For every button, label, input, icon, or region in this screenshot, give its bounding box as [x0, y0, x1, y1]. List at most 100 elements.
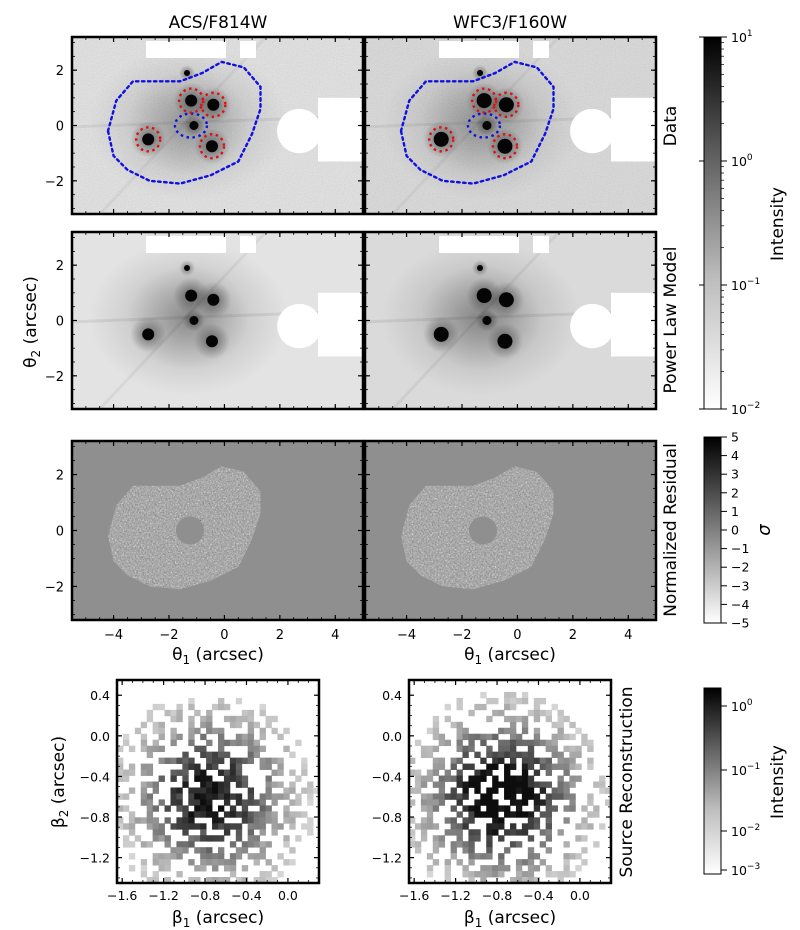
source-pixel: [486, 697, 493, 705]
source-pixel: [462, 847, 469, 854]
source-pixel: [295, 739, 302, 747]
x-tick-label: −0.4: [231, 888, 261, 903]
source-pixel: [504, 763, 511, 770]
source-pixel: [527, 709, 535, 717]
y-tick-label: 0: [56, 120, 64, 135]
source-pixel: [521, 721, 529, 729]
source-pixel: [510, 841, 517, 848]
source-pixel: [474, 811, 481, 818]
source-pixel: [432, 805, 440, 812]
source-pixel: [563, 871, 570, 878]
source-pixel: [426, 853, 434, 860]
source-pixel: [486, 787, 493, 794]
lensed-image-core: [142, 328, 155, 341]
lensed-image-core: [207, 293, 220, 306]
source-pixel: [122, 775, 130, 782]
source-pixel: [265, 859, 272, 866]
source-pixel: [474, 751, 481, 759]
source-pixel: [515, 865, 523, 872]
source-pixel: [194, 799, 201, 806]
source-pixel: [241, 781, 249, 788]
source-pixel: [563, 781, 570, 788]
source-pixel: [480, 775, 487, 782]
source-pixel: [593, 841, 600, 848]
source-pixel: [146, 715, 154, 723]
source-pixel: [212, 817, 219, 824]
source-pixel: [527, 811, 535, 818]
source-pixel: [504, 865, 511, 872]
image-mask-circle: [198, 133, 226, 160]
source-pixel: [456, 799, 463, 806]
source-pixel: [271, 727, 278, 735]
source-pixel: [486, 805, 493, 812]
mask-rect-top: [439, 236, 519, 253]
source-pixel: [194, 727, 201, 735]
source-pixel: [241, 811, 249, 818]
source-pixel: [486, 847, 493, 854]
source-pixel: [510, 793, 517, 800]
source-pixel: [164, 859, 171, 866]
source-pixel: [229, 769, 237, 776]
source-pixel: [265, 817, 272, 824]
source-pixel: [510, 697, 517, 705]
source-pixel: [117, 793, 124, 800]
source-pixel: [486, 811, 493, 818]
source-pixel: [223, 715, 231, 723]
source-pixel: [545, 835, 552, 842]
source-pixel: [301, 757, 308, 764]
source-pixel: [235, 763, 243, 770]
source-pixel: [527, 763, 535, 770]
source-pixel: [218, 745, 225, 753]
source-pixel: [569, 757, 576, 764]
source-pixel: [223, 703, 231, 711]
source-pixel: [247, 817, 255, 824]
source-pixel: [492, 757, 499, 764]
source-pixel: [307, 823, 314, 830]
source-pixel: [212, 865, 219, 872]
source-pixel: [575, 727, 582, 735]
source-pixel: [551, 751, 558, 759]
source-pixel: [200, 847, 207, 854]
source-pixel: [426, 805, 434, 812]
source-pixel: [307, 793, 314, 800]
source-pixel: [200, 865, 207, 872]
source-pixel: [557, 775, 564, 782]
source-pixel: [247, 739, 255, 747]
source-pixel: [599, 787, 606, 794]
source-pixel: [271, 823, 278, 830]
source-pixel: [200, 733, 207, 741]
source-pixel: [545, 793, 552, 800]
source-pixel: [212, 859, 219, 866]
image-mask-circle: [428, 126, 455, 153]
y-tick-label: −1.2: [372, 851, 402, 866]
source-pixel: [468, 859, 475, 866]
source-pixel: [557, 877, 564, 884]
source-pixel: [521, 829, 529, 836]
source-pixel: [218, 859, 225, 866]
x-tick-label: −1.6: [107, 888, 137, 903]
source-pixel: [188, 733, 195, 741]
source-pixel: [152, 745, 159, 753]
source-pixel: [146, 805, 154, 812]
source-pixel: [200, 775, 207, 782]
mask-rect-small: [240, 236, 256, 253]
source-pixel: [223, 799, 231, 806]
colorbar-tick-label: 10−2: [731, 401, 760, 417]
source-pixel: [277, 871, 284, 878]
source-pixel: [170, 853, 177, 860]
source-pixel: [515, 697, 523, 705]
source-pixel: [575, 763, 582, 770]
source-pixel: [533, 703, 541, 711]
source-pixel: [253, 823, 260, 830]
source-pixel: [456, 835, 463, 842]
source-pixel: [462, 745, 469, 753]
source-pixel: [563, 865, 570, 872]
source-pixel: [259, 811, 266, 818]
source-pixel: [277, 823, 284, 830]
source-pixel: [265, 793, 272, 800]
source-pixel: [545, 799, 552, 806]
source-pixel: [295, 799, 302, 806]
source-pixel: [188, 877, 195, 884]
source-pixel: [504, 727, 511, 735]
source-pixel: [259, 709, 266, 717]
